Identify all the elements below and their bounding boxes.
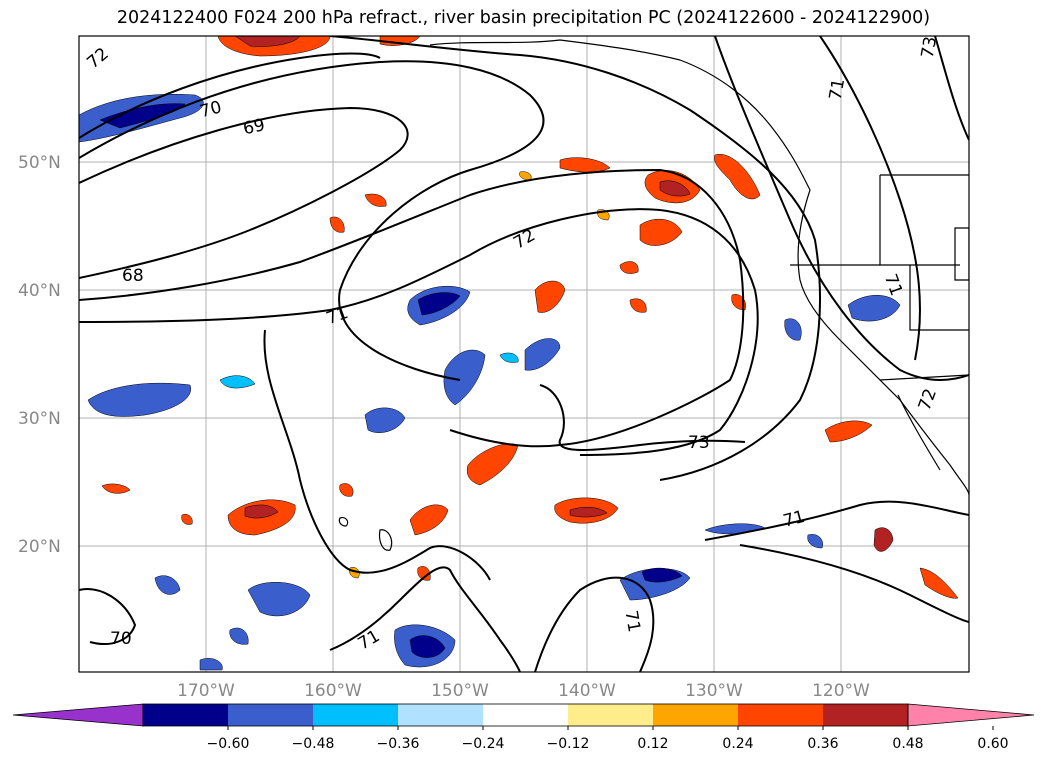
longitude-label: 150°W: [431, 681, 489, 701]
colorbar: −0.60 −0.48 −0.36 −0.24 −0.12 0.12 0.24 0.36 0.4…: [12, 703, 1035, 752]
contour-label: 73: [688, 433, 710, 453]
contour-label: 69: [241, 115, 266, 139]
colorbar-tick-label: 0.60: [977, 736, 1008, 752]
colorbar-segment: [483, 704, 568, 726]
latitude-label: 50°N: [18, 153, 61, 173]
colorbar-segment: [143, 704, 228, 726]
contour-labels: 72 70 69 68 71 72 73 71 71 70 71 71 72 7…: [83, 35, 941, 654]
colorbar-tick-label: −0.60: [207, 736, 250, 752]
map-frame: [78, 35, 970, 673]
longitude-label: 120°W: [812, 681, 870, 701]
colorbar-outline: [142, 703, 909, 727]
colorbar-extend-high: [907, 703, 1035, 727]
colorbar-segment: [228, 704, 313, 726]
refractivity-contours: [79, 36, 969, 672]
colorbar-tick-label: −0.48: [292, 736, 335, 752]
latitude-label: 40°N: [18, 281, 61, 301]
contour-label: 68: [122, 266, 144, 286]
contour-label: 73: [918, 35, 941, 60]
latitude-label: 20°N: [18, 537, 61, 557]
colorbar-tick-label: −0.36: [377, 736, 420, 752]
contour-label: 71: [620, 609, 643, 634]
colorbar-segment: [313, 704, 398, 726]
colorbar-segment: [738, 704, 823, 726]
colorbar-tick-label: 0.48: [892, 736, 923, 752]
longitude-label: 170°W: [177, 681, 235, 701]
negative-anomaly-fill: [79, 94, 901, 671]
colorbar-tick-label: 0.36: [807, 736, 838, 752]
colorbar-extend-low: [12, 703, 144, 727]
contour-label: 71: [826, 77, 849, 102]
longitude-label: 160°W: [304, 681, 362, 701]
colorbar-tick-label: 0.24: [722, 736, 753, 752]
coastlines: [338, 39, 969, 551]
latitude-label: 30°N: [18, 409, 61, 429]
colorbar-tick-label: 0.12: [637, 736, 668, 752]
chart-title: 2024122400 F024 200 hPa refract., river …: [116, 8, 931, 28]
contour-label: 70: [110, 629, 132, 649]
colorbar-tick-label: −0.12: [547, 736, 590, 752]
map-plot-area: [79, 36, 969, 672]
longitude-label: 130°W: [685, 681, 743, 701]
colorbar-segment: [653, 704, 738, 726]
colorbar-tick-label: −0.24: [462, 736, 505, 752]
positive-anomaly-fill: [101, 36, 959, 599]
longitude-label: 140°W: [558, 681, 616, 701]
colorbar-segment: [568, 704, 653, 726]
colorbar-segment: [823, 704, 908, 726]
colorbar-segment: [398, 704, 483, 726]
